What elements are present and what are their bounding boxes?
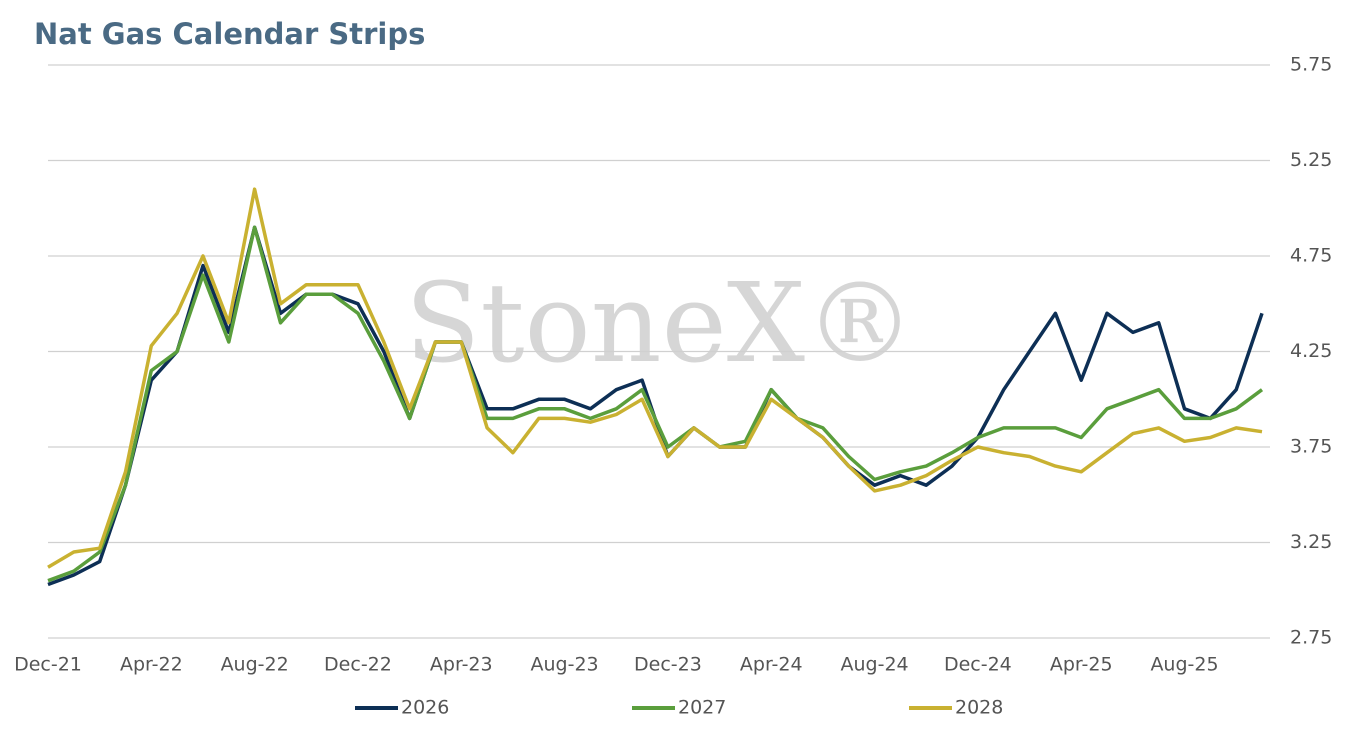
x-tick-label: Aug-22 bbox=[221, 654, 289, 676]
x-tick-label: Dec-24 bbox=[944, 654, 1012, 676]
x-tick-label: Aug-23 bbox=[531, 654, 599, 676]
x-tick-label: Aug-25 bbox=[1150, 654, 1218, 676]
series-line bbox=[47, 225, 1264, 583]
legend-label: 2027 bbox=[678, 697, 726, 719]
y-tick-label: 2.75 bbox=[1290, 627, 1332, 649]
series-line bbox=[47, 187, 1263, 569]
y-tick-label: 3.25 bbox=[1290, 531, 1332, 553]
legend-label: 2028 bbox=[955, 697, 1003, 719]
x-tick-label: Dec-22 bbox=[324, 654, 392, 676]
x-tick-label: Dec-23 bbox=[634, 654, 702, 676]
x-tick-label: Apr-23 bbox=[430, 654, 493, 676]
x-tick-label: Dec-21 bbox=[14, 654, 82, 676]
x-tick-label: Apr-22 bbox=[120, 654, 183, 676]
x-tick-label: Aug-24 bbox=[840, 654, 908, 676]
legend-label: 2026 bbox=[401, 697, 449, 719]
x-tick-label: Apr-24 bbox=[740, 654, 803, 676]
x-tick-label: Apr-25 bbox=[1050, 654, 1113, 676]
y-tick-label: 3.75 bbox=[1290, 436, 1332, 458]
y-tick-label: 5.75 bbox=[1290, 54, 1332, 76]
y-tick-label: 4.75 bbox=[1290, 245, 1332, 267]
chart-title: Nat Gas Calendar Strips bbox=[34, 17, 425, 51]
watermark: StoneX® bbox=[405, 259, 915, 387]
y-tick-label: 5.25 bbox=[1290, 149, 1332, 171]
y-tick-label: 4.25 bbox=[1290, 340, 1332, 362]
